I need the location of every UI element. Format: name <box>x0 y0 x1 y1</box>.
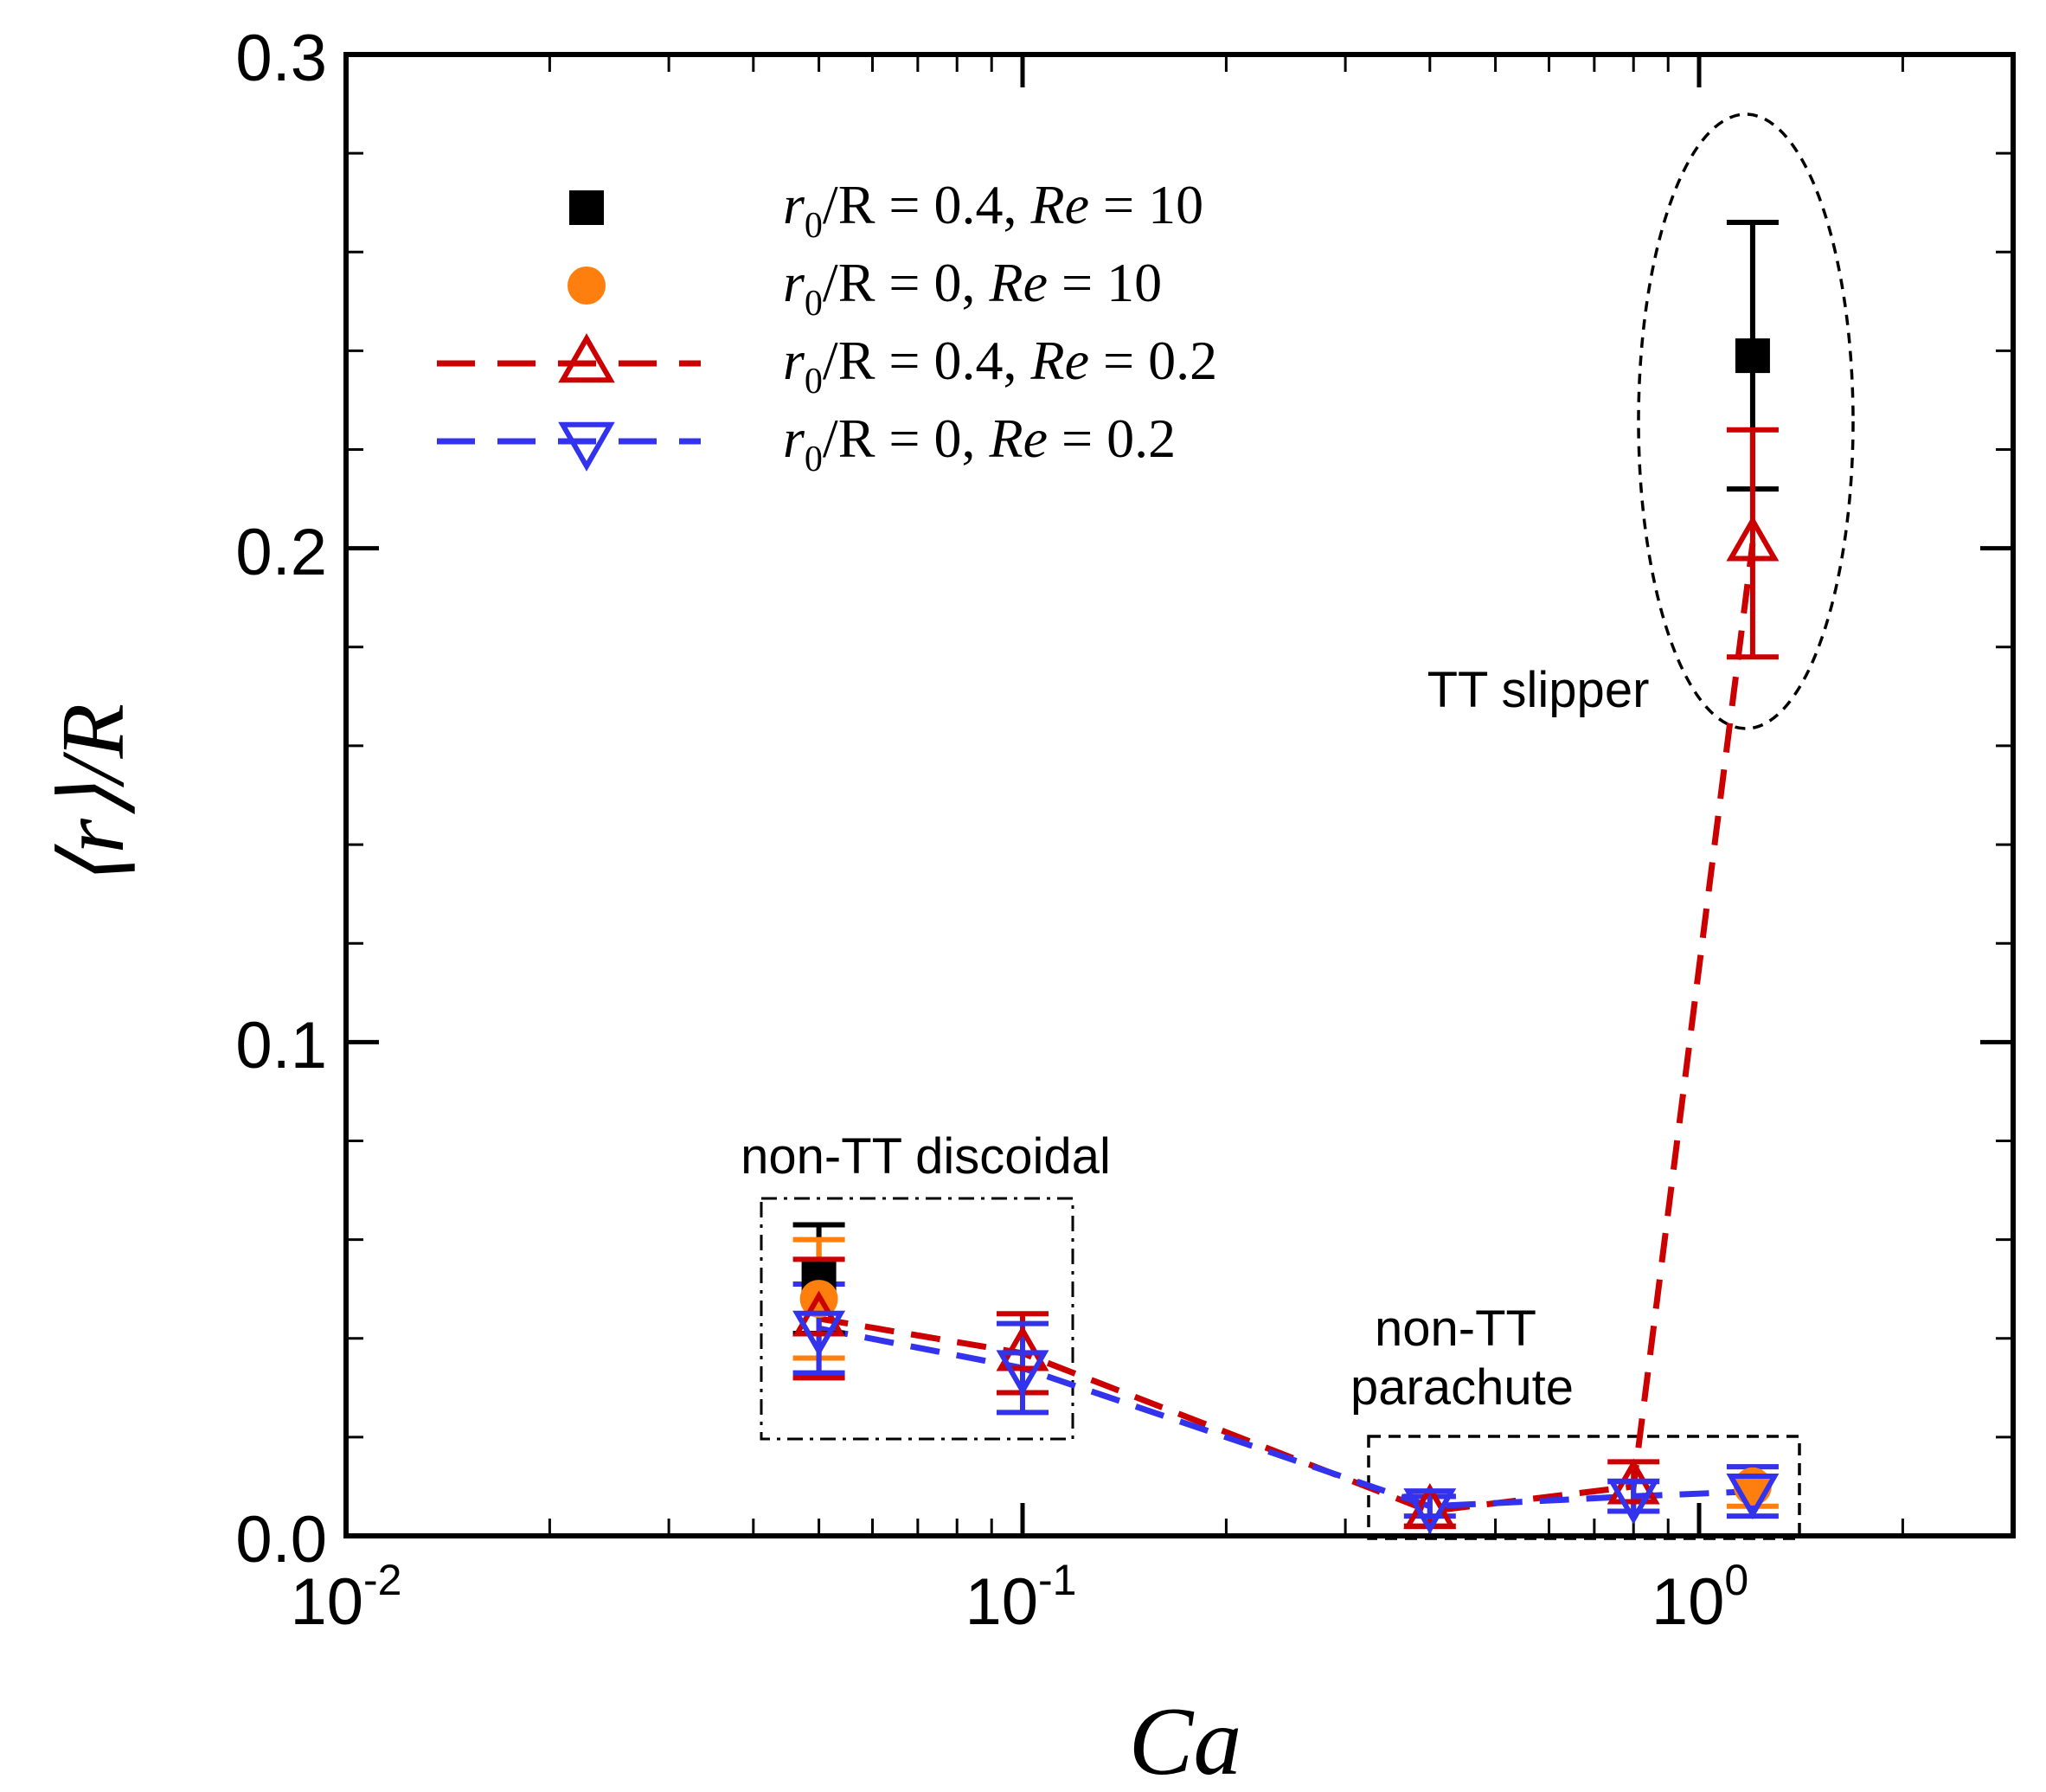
marker-3-3 <box>1607 1478 1660 1525</box>
annotation-non-tt-parachute: non-TT parachute <box>1350 1301 1574 1416</box>
x-tick-base-0: 10 <box>290 1565 363 1639</box>
legend-entry-3: r0/R = 0, Re = 0.2 <box>437 408 1176 479</box>
x-tick-label-1: 10-1 <box>965 1556 1076 1639</box>
x-tick-base-1: 10 <box>965 1565 1038 1639</box>
y-tick-labels: 0.0 0.1 0.2 0.3 <box>235 22 327 1577</box>
marker-2-4 <box>1726 515 1780 562</box>
y-tick-label-2: 0.2 <box>235 516 327 589</box>
legend-label-0: r0/R = 0.4, Re = 10 <box>783 174 1203 246</box>
legend-marker-0 <box>569 190 604 225</box>
marker-3-1 <box>996 1350 1049 1397</box>
discoidal-box <box>760 1197 1074 1441</box>
x-tick-exp-2: 0 <box>1724 1556 1748 1604</box>
marker-3-0 <box>792 1310 846 1357</box>
x-tick-labels: 10-2 10-1 100 <box>290 1556 1748 1639</box>
y-tick-label-3: 0.3 <box>235 22 327 95</box>
marker-3-4 <box>1726 1474 1780 1520</box>
marker-3-2 <box>1403 1488 1457 1535</box>
legend-label-2: r0/R = 0.4, Re = 0.2 <box>783 330 1217 401</box>
x-tick-exp-1: -1 <box>1038 1556 1076 1604</box>
marker-2-1 <box>996 1325 1049 1371</box>
y-tick-label-0: 0.0 <box>235 1503 327 1577</box>
annotation-parachute-line-1: non-TT <box>1375 1301 1536 1357</box>
legend-entry-2: r0/R = 0.4, Re = 0.2 <box>437 330 1217 401</box>
legend-label-1: r0/R = 0, Re = 10 <box>783 252 1162 324</box>
legend-entry-0: r0/R = 0.4, Re = 10 <box>569 174 1203 246</box>
annotation-non-tt-discoidal: non-TT discoidal <box>741 1128 1111 1185</box>
legend-symbol-3 <box>437 421 701 472</box>
annotation-parachute-line-2: parachute <box>1350 1359 1574 1416</box>
legend: r0/R = 0.4, Re = 10 r0/R = 0, Re = 10 r0… <box>437 174 1217 479</box>
legend-symbol-1 <box>568 267 606 305</box>
x-tick-label-2: 100 <box>1652 1556 1748 1639</box>
x-axis-label: Ca <box>1129 1688 1242 1792</box>
x-tick-label-0: 10-2 <box>290 1556 401 1639</box>
y-axis-label: ⟨r⟩/R <box>43 703 143 889</box>
legend-symbol-2 <box>437 333 701 383</box>
x-tick-exp-0: -2 <box>363 1556 401 1604</box>
y-tick-label-1: 0.1 <box>235 1009 327 1082</box>
axis-ticks <box>343 52 2013 1538</box>
legend-entry-1: r0/R = 0, Re = 10 <box>568 252 1162 324</box>
tt-slipper-ellipse <box>1637 112 1855 730</box>
annotation-tt-slipper: TT slipper <box>1427 662 1650 718</box>
plot-frame <box>343 52 2016 1538</box>
legend-marker-1 <box>568 267 606 305</box>
legend-label-3: r0/R = 0, Re = 0.2 <box>783 408 1176 479</box>
marker-0-1 <box>1735 338 1770 374</box>
legend-marker-2 <box>558 333 615 383</box>
legend-symbol-0 <box>569 190 604 225</box>
x-tick-base-2: 10 <box>1652 1565 1725 1639</box>
legend-marker-3 <box>558 421 615 472</box>
data-markers <box>792 338 1780 1535</box>
